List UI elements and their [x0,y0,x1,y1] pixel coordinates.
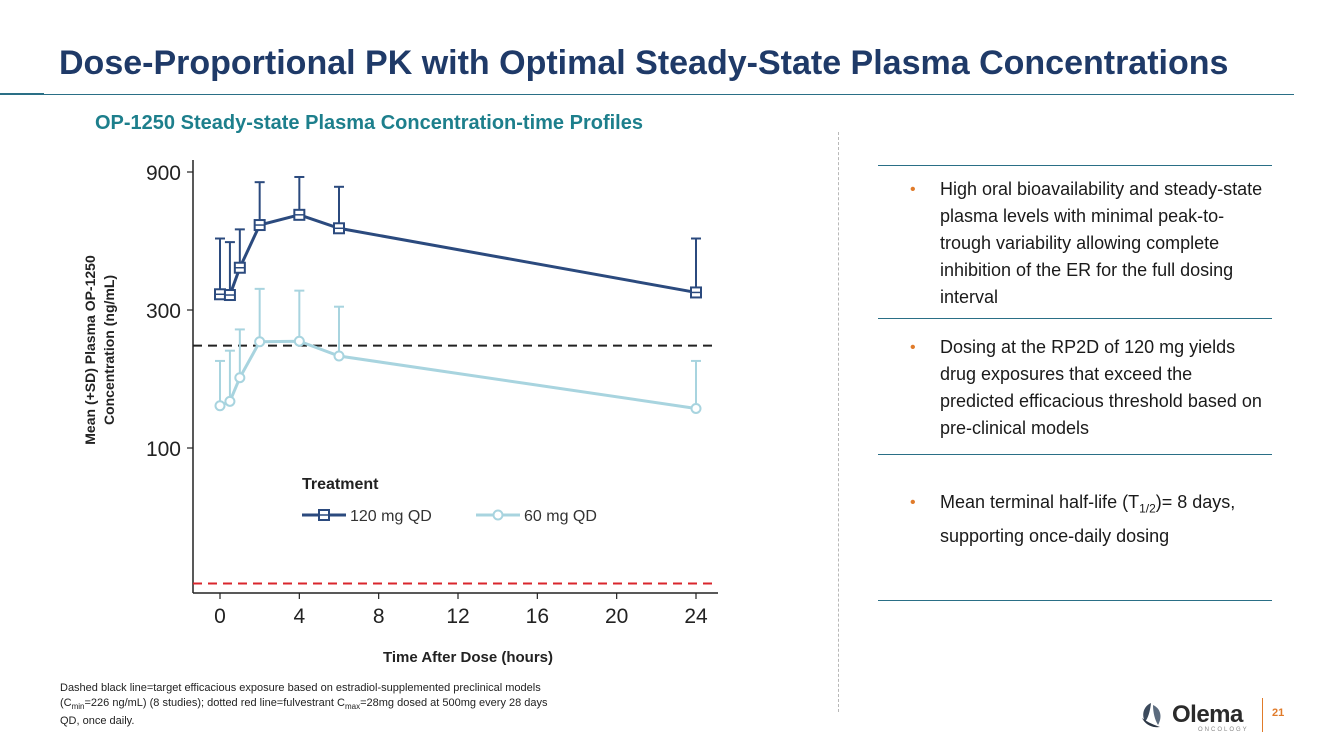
footnote-line-2a: (C [60,697,72,709]
page-title: Dose-Proportional PK with Optimal Steady… [59,44,1229,82]
chart-series [214,175,702,414]
y-axis-label-line-1: Mean (+SD) Plasma OP-1250 [82,255,98,445]
footnote-line-1: Dashed black line=target efficacious exp… [60,682,541,694]
legend-swatch-marker [492,509,504,521]
series-60mg [214,287,702,414]
x-tick-label: 24 [684,605,708,628]
series-line [219,339,697,410]
x-tick-label: 4 [293,605,305,628]
legend-label: 60 mg QD [524,508,597,525]
data-point [234,372,246,384]
footnote-line-2c: =226 ng/mL) (8 studies); dotted red line… [84,697,345,709]
y-tick-label: 100 [146,438,181,461]
series-120mg [214,175,702,302]
bullet-dot: • [910,339,916,356]
footer-separator [1262,698,1263,732]
data-point [224,395,236,407]
chart-axes: 0 4 8 12 16 20 24 100 300 900 Time After Dose (hou… [82,160,718,666]
bullet-item-2: • Dosing at the RP2D of 120 mg yields dr… [878,318,1272,438]
legend-item-120mg: 120 mg QD [302,508,432,525]
footnote-line-3: QD, once daily. [60,715,135,728]
reference-lines [193,344,716,585]
y-axis-label-line-2: Concentration (ng/mL) [101,275,117,425]
footnote-sub-min: min [71,702,85,712]
x-axis-label: Time After Dose (hours) [383,649,553,666]
x-tick-label: 0 [214,605,226,628]
legend-title: Treatment [302,476,379,493]
data-point [690,402,702,414]
bullet-text-2: Dosing at the RP2D of 120 mg yields drug… [940,337,1262,438]
data-point [254,336,266,348]
legend-item-60mg: 60 mg QD [476,508,597,525]
half-life-subscript: 1/2 [1139,501,1156,516]
logo-wordmark: Olema [1172,701,1243,728]
title-accent-bar [0,93,44,95]
chart-legend: Treatment 120 mg QD 60 mg QD [302,476,597,525]
data-point [293,335,305,347]
bullet-item-1: • High oral bioavailability and steady-s… [878,165,1272,307]
footnote-line-2e: =28mg dosed at 500mg every 28 days [360,697,548,709]
bullet-bottom-rule [878,600,1272,601]
page-number: 21 [1272,707,1285,719]
bullet-dot: • [910,181,916,198]
data-point [333,350,345,362]
bullet-text-1: High oral bioavailability and steady-sta… [940,179,1263,307]
x-tick-label: 12 [446,605,469,628]
chart-subtitle: OP-1250 Steady-state Plasma Concentratio… [95,112,643,134]
x-tick-label: 8 [373,605,385,628]
x-tick-label: 20 [605,605,628,628]
x-tick-label: 16 [526,605,549,628]
bullet-dot: • [910,494,916,511]
data-point [214,400,226,412]
pk-chart: 0 4 8 12 16 20 24 100 300 900 Time After Dose (hou… [82,160,718,666]
footnote: Dashed black line=target efficacious exp… [60,681,630,729]
legend-label: 120 mg QD [350,508,432,525]
bullet-text-3: Mean terminal half-life (T1/2)= 8 days, … [940,492,1236,546]
y-tick-label: 900 [146,162,181,185]
footnote-sub-max: max [344,702,361,712]
column-divider [838,132,839,712]
series-line [219,213,697,297]
logo-subtext: ONCOLOGY [1198,727,1249,733]
olema-leaf-icon [1142,703,1161,728]
y-axis-label: Mean (+SD) Plasma OP-1250 Concentration (… [82,255,117,445]
title-underline [44,93,1294,95]
y-tick-label: 300 [146,300,181,323]
olema-logo: Olema [1136,700,1243,730]
bullet-item-3: • Mean terminal half-life (T1/2)= 8 days… [878,454,1272,546]
